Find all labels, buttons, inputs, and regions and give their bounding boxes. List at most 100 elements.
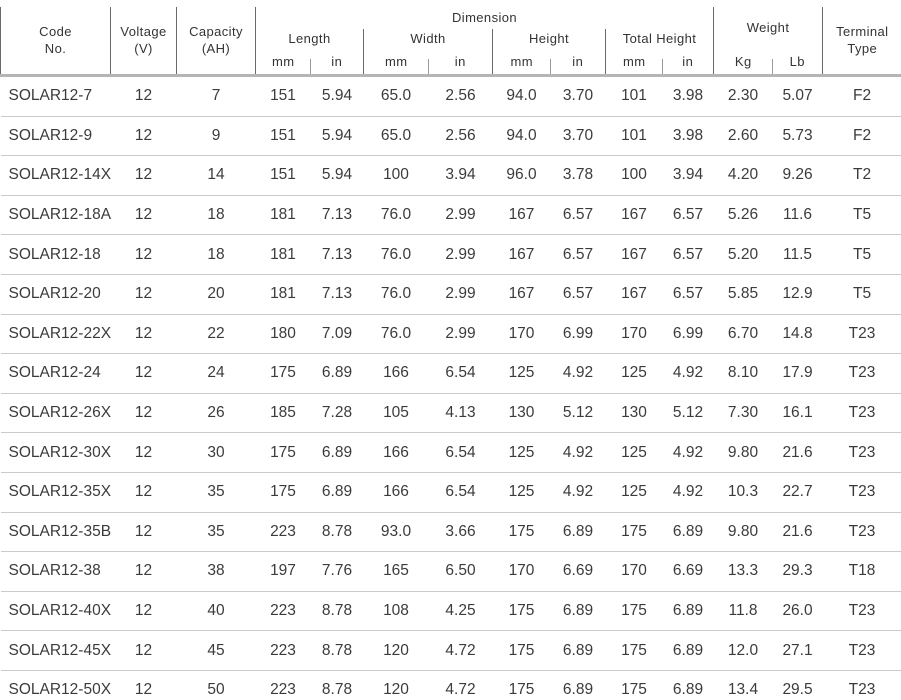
spec-row: SOLAR12-7 12 7 151 5.94 65.0 2.56 94.0 3.70 101 3.… <box>0 75 901 117</box>
cell-length-mm: 197 <box>255 551 311 592</box>
cell-width-mm: 100 <box>363 155 429 196</box>
cell-length-in: 7.09 <box>310 314 364 355</box>
cell-voltage: 12 <box>110 155 177 196</box>
cell-total-height-in: 6.89 <box>662 630 714 671</box>
cell-capacity: 18 <box>176 234 256 275</box>
cell-code: SOLAR12-9 <box>0 116 111 157</box>
cell-height-in: 6.89 <box>550 670 606 700</box>
cell-height-mm: 94.0 <box>492 75 551 117</box>
cell-weight-lb: 16.1 <box>772 393 823 434</box>
cell-voltage: 12 <box>110 353 177 394</box>
cell-height-in: 6.89 <box>550 630 606 671</box>
cell-total-height-mm: 175 <box>605 630 663 671</box>
cell-height-in: 3.70 <box>550 116 606 157</box>
cell-weight-kg: 12.0 <box>713 630 773 671</box>
cell-voltage: 12 <box>110 472 177 513</box>
cell-height-mm: 125 <box>492 353 551 394</box>
cell-weight-lb: 21.6 <box>772 432 823 473</box>
cell-length-mm: 223 <box>255 591 311 632</box>
cell-terminal-type: T23 <box>822 472 901 513</box>
cell-capacity: 35 <box>176 512 256 553</box>
cell-voltage: 12 <box>110 393 177 434</box>
cell-width-in: 2.56 <box>428 116 493 157</box>
cell-weight-lb: 17.9 <box>772 353 823 394</box>
cell-total-height-mm: 167 <box>605 234 663 275</box>
cell-length-in: 5.94 <box>310 116 364 157</box>
spec-row: SOLAR12-18 12 18 181 7.13 76.0 2.99 167 6.57 167 6… <box>0 234 901 275</box>
cell-code: SOLAR12-18 <box>0 234 111 275</box>
cell-total-height-mm: 167 <box>605 274 663 315</box>
unit-header-width-mm: mm <box>363 50 429 77</box>
cell-width-mm: 93.0 <box>363 512 429 553</box>
cell-height-mm: 170 <box>492 551 551 592</box>
cell-capacity: 45 <box>176 630 256 671</box>
cell-total-height-mm: 101 <box>605 75 663 117</box>
cell-width-in: 2.99 <box>428 195 493 236</box>
spec-row: SOLAR12-22X 12 22 180 7.09 76.0 2.99 170 6.99 170… <box>0 314 901 355</box>
cell-total-height-in: 4.92 <box>662 353 714 394</box>
cell-weight-lb: 26.0 <box>772 591 823 632</box>
cell-height-mm: 167 <box>492 274 551 315</box>
cell-length-mm: 175 <box>255 472 311 513</box>
cell-total-height-mm: 167 <box>605 195 663 236</box>
cell-width-in: 3.66 <box>428 512 493 553</box>
cell-width-in: 6.54 <box>428 432 493 473</box>
group-header-dimension: Dimension <box>452 9 518 25</box>
cell-weight-kg: 6.70 <box>713 314 773 355</box>
cell-capacity: 24 <box>176 353 256 394</box>
cell-length-mm: 223 <box>255 630 311 671</box>
cell-total-height-mm: 170 <box>605 551 663 592</box>
cell-length-mm: 151 <box>255 75 311 117</box>
cell-code: SOLAR12-50X <box>0 670 111 700</box>
cell-weight-lb: 5.73 <box>772 116 823 157</box>
cell-terminal-type: T23 <box>822 630 901 671</box>
cell-total-height-mm: 170 <box>605 314 663 355</box>
unit-header-length-mm: mm <box>255 50 311 77</box>
cell-height-in: 6.99 <box>550 314 606 355</box>
cell-weight-kg: 5.85 <box>713 274 773 315</box>
cell-voltage: 12 <box>110 195 177 236</box>
cell-weight-lb: 9.26 <box>772 155 823 196</box>
cell-code: SOLAR12-30X <box>0 432 111 473</box>
cell-voltage: 12 <box>110 512 177 553</box>
cell-capacity: 7 <box>176 75 256 117</box>
cell-total-height-mm: 175 <box>605 591 663 632</box>
cell-height-in: 6.57 <box>550 274 606 315</box>
cell-length-mm: 151 <box>255 155 311 196</box>
cell-weight-lb: 12.9 <box>772 274 823 315</box>
cell-height-mm: 170 <box>492 314 551 355</box>
cell-capacity: 20 <box>176 274 256 315</box>
cell-voltage: 12 <box>110 274 177 315</box>
cell-height-mm: 167 <box>492 234 551 275</box>
cell-width-in: 4.25 <box>428 591 493 632</box>
cell-height-in: 3.70 <box>550 75 606 117</box>
cell-total-height-mm: 125 <box>605 472 663 513</box>
cell-weight-lb: 11.5 <box>772 234 823 275</box>
cell-code: SOLAR12-20 <box>0 274 111 315</box>
cell-weight-kg: 13.4 <box>713 670 773 700</box>
cell-length-mm: 181 <box>255 195 311 236</box>
group-header-height: Height <box>492 29 606 50</box>
cell-terminal-type: T23 <box>822 591 901 632</box>
cell-code: SOLAR12-40X <box>0 591 111 632</box>
cell-total-height-in: 4.92 <box>662 432 714 473</box>
cell-code: SOLAR12-26X <box>0 393 111 434</box>
spec-row: SOLAR12-18A 12 18 181 7.13 76.0 2.99 167 6.57 167… <box>0 195 901 236</box>
cell-voltage: 12 <box>110 630 177 671</box>
cell-weight-kg: 13.3 <box>713 551 773 592</box>
cell-length-in: 7.76 <box>310 551 364 592</box>
cell-width-in: 2.56 <box>428 75 493 117</box>
cell-total-height-in: 6.57 <box>662 234 714 275</box>
cell-length-in: 6.89 <box>310 353 364 394</box>
cell-width-in: 2.99 <box>428 274 493 315</box>
cell-length-in: 8.78 <box>310 630 364 671</box>
cell-voltage: 12 <box>110 591 177 632</box>
unit-header-total-height-in: in <box>661 50 714 77</box>
cell-weight-kg: 5.26 <box>713 195 773 236</box>
cell-length-in: 7.13 <box>310 234 364 275</box>
group-header-total-height: Total Height <box>604 29 714 50</box>
cell-weight-kg: 2.60 <box>713 116 773 157</box>
cell-terminal-type: T5 <box>822 234 901 275</box>
cell-total-height-in: 6.89 <box>662 591 714 632</box>
cell-width-mm: 76.0 <box>363 314 429 355</box>
